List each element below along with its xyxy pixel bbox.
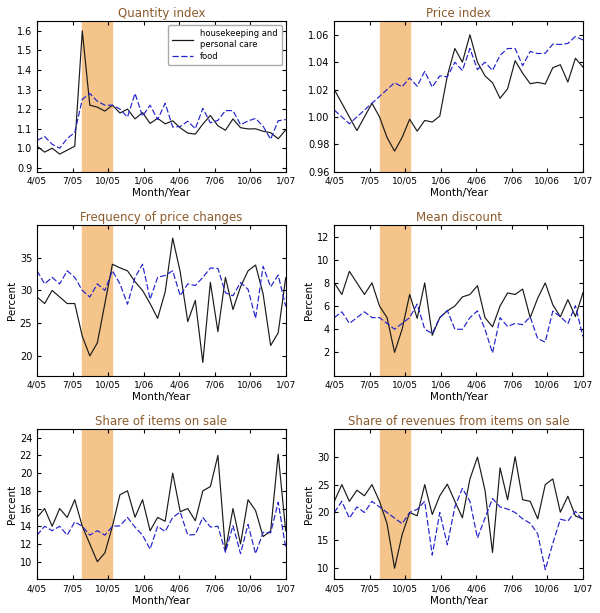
Y-axis label: Percent: Percent (304, 281, 314, 320)
X-axis label: Month/Year: Month/Year (430, 596, 488, 606)
Bar (380, 21, 410, 172)
Y-axis label: Percent: Percent (304, 484, 314, 524)
Title: Share of items on sale: Share of items on sale (95, 414, 227, 428)
Bar (82, 21, 112, 172)
Y-axis label: Percent: Percent (7, 484, 17, 524)
Bar (82, 225, 112, 376)
Bar (380, 225, 410, 376)
Bar (380, 429, 410, 579)
X-axis label: Month/Year: Month/Year (430, 188, 488, 199)
X-axis label: Month/Year: Month/Year (133, 596, 190, 606)
Y-axis label: Percent: Percent (7, 281, 17, 320)
X-axis label: Month/Year: Month/Year (133, 188, 190, 199)
Title: Quantity index: Quantity index (118, 7, 205, 20)
Title: Mean discount: Mean discount (416, 211, 502, 224)
X-axis label: Month/Year: Month/Year (430, 392, 488, 402)
Title: Price index: Price index (426, 7, 491, 20)
X-axis label: Month/Year: Month/Year (133, 392, 190, 402)
Title: Frequency of price changes: Frequency of price changes (80, 211, 242, 224)
Title: Share of revenues from items on sale: Share of revenues from items on sale (348, 414, 569, 428)
Legend: housekeeping and
personal care, food: housekeeping and personal care, food (168, 25, 281, 66)
Bar (82, 429, 112, 579)
